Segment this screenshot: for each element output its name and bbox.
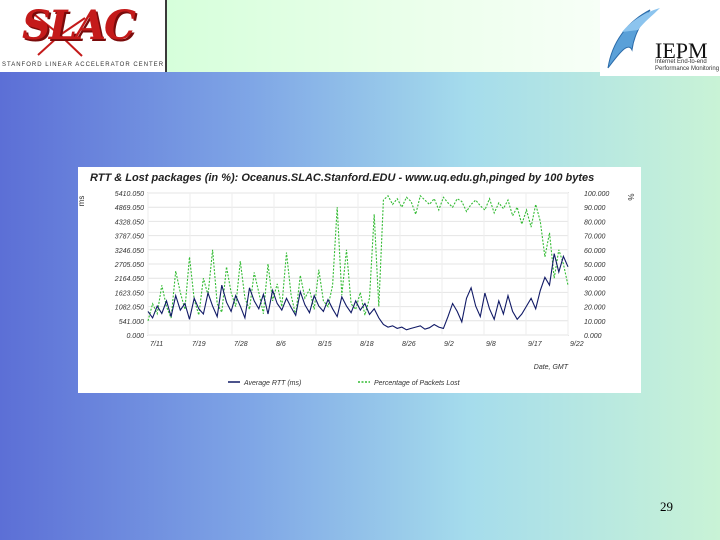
series-line-packet-loss <box>147 194 569 321</box>
chart-svg: RTT & Lost packages (in %): Oceanus.SLAC… <box>78 172 636 387</box>
y-left-tick-label: 541.000 <box>119 319 144 326</box>
y-right-tick-label: 100.000 <box>584 191 609 198</box>
x-tick-label: 9/2 <box>444 341 454 348</box>
y-left-tick-label: 4328.050 <box>115 219 144 226</box>
y-left-axis-label: ms <box>78 196 86 207</box>
x-tick-label: 8/15 <box>318 341 332 348</box>
y-left-tick-label: 3787.050 <box>115 234 144 241</box>
x-tick-label: 8/18 <box>360 341 374 348</box>
y-right-tick-label: 40.000 <box>584 276 606 283</box>
series-line-avg-rtt <box>147 253 569 331</box>
x-axis-label: Date, GMT <box>534 364 569 371</box>
legend-label-packet-loss: Percentage of Packets Lost <box>374 380 461 387</box>
iepm-logo-text: IEPM <box>655 38 708 63</box>
y-left-tick-label: 2705.050 <box>114 262 144 269</box>
slide-number: 29 <box>660 499 673 514</box>
y-left-tick-label: 0.000 <box>126 333 144 340</box>
x-tick-label: 7/11 <box>150 341 163 348</box>
chart-title: RTT & Lost packages (in %): Oceanus.SLAC… <box>90 172 594 184</box>
x-tick-label: 7/19 <box>192 341 206 348</box>
y-left-tick-label: 1082.050 <box>115 305 144 312</box>
slac-star-icon <box>34 14 86 57</box>
iepm-logo-subtitle: Internet End-to-end Performance Monitori… <box>655 59 720 72</box>
slac-logo-text: SLAC <box>22 2 136 49</box>
y-right-tick-label: 10.000 <box>584 319 606 326</box>
x-tick-label: 9/17 <box>528 341 543 348</box>
y-left-tick-label: 5410.050 <box>115 191 144 198</box>
y-right-tick-label: 70.000 <box>584 234 606 241</box>
y-right-axis-label: % <box>627 193 636 200</box>
y-right-tick-label: 50.000 <box>584 262 606 269</box>
slac-logo: SLAC STANFORD LINEAR ACCELERATOR CENTER <box>0 0 167 72</box>
x-tick-label: 8/26 <box>402 341 416 348</box>
y-right-tick-label: 80.000 <box>584 219 606 226</box>
y-left-tick-label: 3246.050 <box>115 248 144 255</box>
y-left-tick-label: 4869.050 <box>115 205 144 212</box>
x-tick-label: 9/8 <box>486 341 496 348</box>
iepm-logo: IEPM Internet End-to-end Performance Mon… <box>600 0 720 76</box>
slac-logo-subtitle: STANFORD LINEAR ACCELERATOR CENTER <box>2 62 165 68</box>
y-right-tick-label: 60.000 <box>584 248 606 255</box>
y-right-tick-label: 30.000 <box>584 290 606 297</box>
rtt-loss-chart: RTT & Lost packages (in %): Oceanus.SLAC… <box>78 167 641 393</box>
y-left-tick-label: 1623.050 <box>115 290 144 297</box>
x-tick-label: 9/22 <box>570 341 584 348</box>
y-right-tick-label: 20.000 <box>583 305 606 312</box>
y-right-tick-label: 0.000 <box>584 333 602 340</box>
y-right-tick-label: 90.000 <box>584 205 606 212</box>
y-left-tick-label: 2164.050 <box>114 276 144 283</box>
x-tick-label: 7/28 <box>234 341 248 348</box>
x-tick-label: 8/6 <box>276 341 286 348</box>
legend-label-avg-rtt: Average RTT (ms) <box>243 380 301 387</box>
dolphin-icon <box>607 8 660 69</box>
